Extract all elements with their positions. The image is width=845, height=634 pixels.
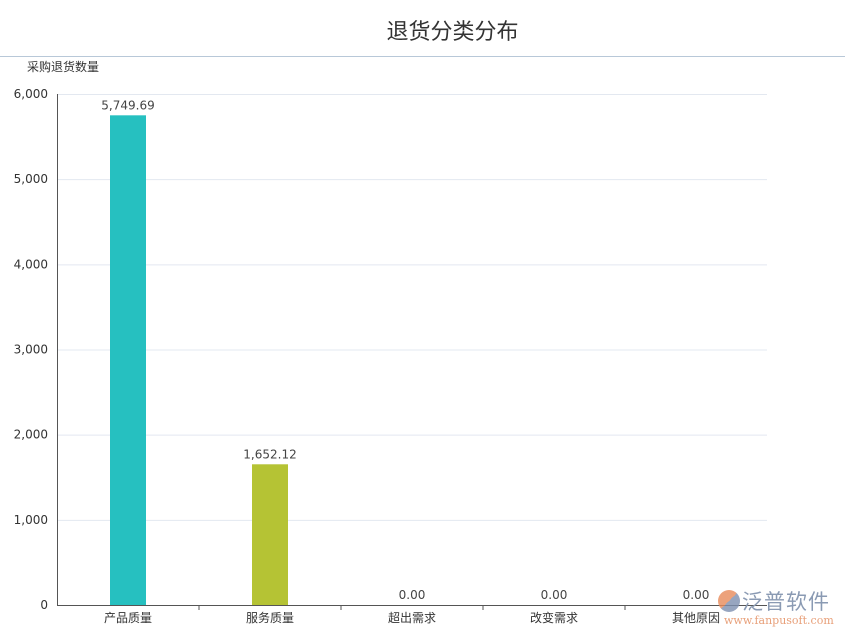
y-tick-label: 2,000 — [14, 428, 48, 442]
bar — [252, 464, 288, 605]
x-tick-label: 产品质量 — [104, 611, 152, 625]
y-axis-label: 采购退货数量 — [27, 60, 100, 74]
watermark-brand: 泛普软件 — [742, 590, 830, 614]
brand-logo-icon — [718, 590, 740, 612]
y-tick-label: 1,000 — [14, 513, 48, 527]
y-tick-label: 5,000 — [14, 172, 48, 186]
x-tick-label: 其他原因 — [672, 611, 720, 625]
x-tick-label: 服务质量 — [246, 610, 294, 625]
data-label: 0.00 — [683, 588, 710, 602]
y-tick-label: 6,000 — [14, 87, 48, 101]
x-tick-label: 超出需求 — [388, 610, 436, 625]
y-tick-label: 4,000 — [14, 257, 48, 271]
title-divider — [0, 56, 845, 57]
watermark-url: www.fanpusoft.com — [724, 614, 834, 627]
watermark-logo: 泛普软件 www.fanpusoft.com — [718, 586, 843, 634]
y-tick-label: 0 — [40, 598, 48, 612]
data-label: 0.00 — [399, 588, 426, 602]
chart-title: 退货分类分布 — [386, 20, 519, 45]
data-label: 1,652.12 — [243, 447, 296, 461]
x-tick-label: 改变需求 — [530, 610, 578, 625]
data-label: 0.00 — [541, 588, 568, 602]
data-label: 5,749.69 — [101, 98, 154, 112]
bar — [110, 115, 146, 606]
y-tick-label: 3,000 — [14, 343, 48, 357]
